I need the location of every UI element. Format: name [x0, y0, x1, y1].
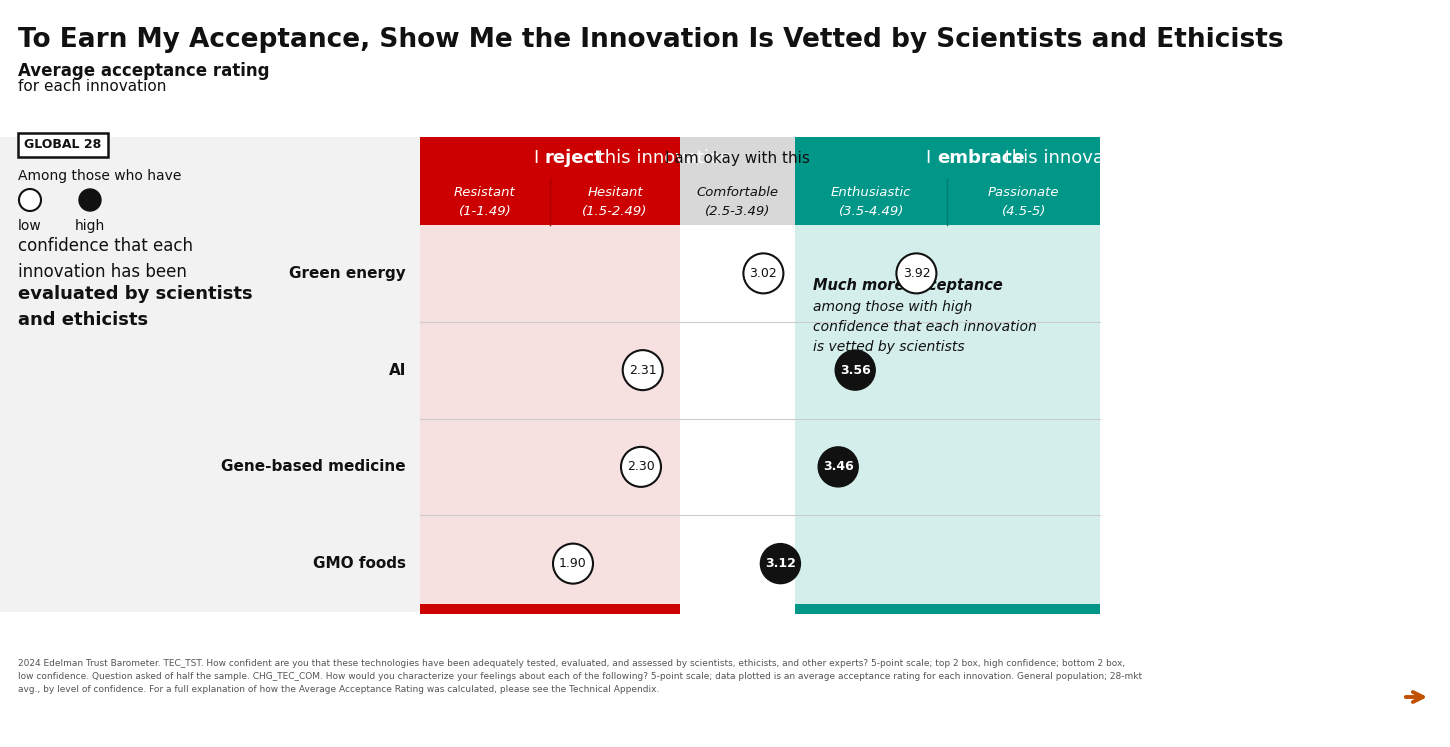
Bar	[795, 137, 1101, 179]
Text: Enthusiastic: Enthusiastic	[831, 187, 912, 199]
Text: Gene-based medicine: Gene-based medicine	[222, 459, 406, 474]
Text: 3.12: 3.12	[766, 557, 796, 570]
Circle shape	[835, 350, 876, 390]
Text: 1.90: 1.90	[560, 557, 587, 570]
Text: (4.5-5): (4.5-5)	[1002, 205, 1045, 217]
Text: for each innovation: for each innovation	[17, 79, 167, 94]
Circle shape	[19, 189, 41, 211]
Text: Among those who have: Among those who have	[17, 169, 181, 183]
Text: Much more acceptance: Much more acceptance	[813, 279, 1003, 294]
Text: this innovation: this innovation	[999, 149, 1140, 167]
Text: 2.31: 2.31	[629, 364, 657, 376]
Text: confidence that each
innovation has been: confidence that each innovation has been	[17, 237, 193, 282]
Bar	[795, 604, 1101, 614]
Text: 3.02: 3.02	[750, 267, 777, 280]
Bar	[420, 137, 680, 179]
Bar	[420, 604, 680, 614]
Text: low: low	[17, 219, 42, 233]
Text: 3.56: 3.56	[840, 364, 870, 376]
Text: 2.30: 2.30	[626, 460, 655, 474]
Text: Comfortable: Comfortable	[696, 187, 779, 199]
Bar	[795, 225, 1101, 612]
Text: Resistant: Resistant	[454, 187, 516, 199]
Text: (2.5-3.49): (2.5-3.49)	[705, 205, 770, 217]
Text: 3.92: 3.92	[902, 267, 931, 280]
Bar	[420, 179, 680, 225]
Bar	[680, 225, 795, 612]
Text: 2024 Edelman Trust Barometer. TEC_TST. How confident are you that these technolo: 2024 Edelman Trust Barometer. TEC_TST. H…	[17, 659, 1143, 695]
Bar	[0, 225, 420, 612]
Circle shape	[78, 189, 102, 211]
Circle shape	[896, 253, 937, 294]
Text: Hesitant: Hesitant	[587, 187, 642, 199]
Text: I: I	[927, 149, 938, 167]
Text: I am okay with this: I am okay with this	[666, 150, 811, 166]
Text: (1-1.49): (1-1.49)	[458, 205, 512, 217]
Text: To Earn My Acceptance, Show Me the Innovation Is Vetted by Scientists and Ethici: To Earn My Acceptance, Show Me the Innov…	[17, 27, 1283, 53]
Circle shape	[760, 544, 800, 583]
Text: evaluated by scientists
and ethicists: evaluated by scientists and ethicists	[17, 285, 252, 329]
Text: (3.5-4.49): (3.5-4.49)	[838, 205, 903, 217]
Text: reject: reject	[545, 149, 603, 167]
Text: AI: AI	[389, 362, 406, 378]
Circle shape	[621, 447, 661, 487]
Text: GMO foods: GMO foods	[313, 556, 406, 571]
Text: Average acceptance rating: Average acceptance rating	[17, 62, 270, 80]
Circle shape	[818, 447, 858, 487]
Text: this innovation: this innovation	[592, 149, 731, 167]
Bar	[795, 179, 1101, 225]
Text: Green energy: Green energy	[289, 266, 406, 281]
Bar	[420, 225, 680, 612]
Circle shape	[622, 350, 663, 390]
FancyBboxPatch shape	[17, 133, 107, 157]
Text: GLOBAL 28: GLOBAL 28	[25, 138, 102, 152]
Text: Passionate: Passionate	[987, 187, 1060, 199]
Text: I: I	[534, 149, 545, 167]
Text: high: high	[75, 219, 104, 233]
Bar	[0, 137, 420, 225]
Text: 3.46: 3.46	[822, 460, 854, 474]
Circle shape	[744, 253, 783, 294]
Text: (1.5-2.49): (1.5-2.49)	[583, 205, 648, 217]
Bar	[680, 179, 795, 225]
Text: among those with high
confidence that each innovation
is vetted by scientists: among those with high confidence that ea…	[813, 300, 1037, 355]
Circle shape	[552, 544, 593, 583]
Bar	[680, 137, 795, 179]
Text: embrace: embrace	[938, 149, 1025, 167]
